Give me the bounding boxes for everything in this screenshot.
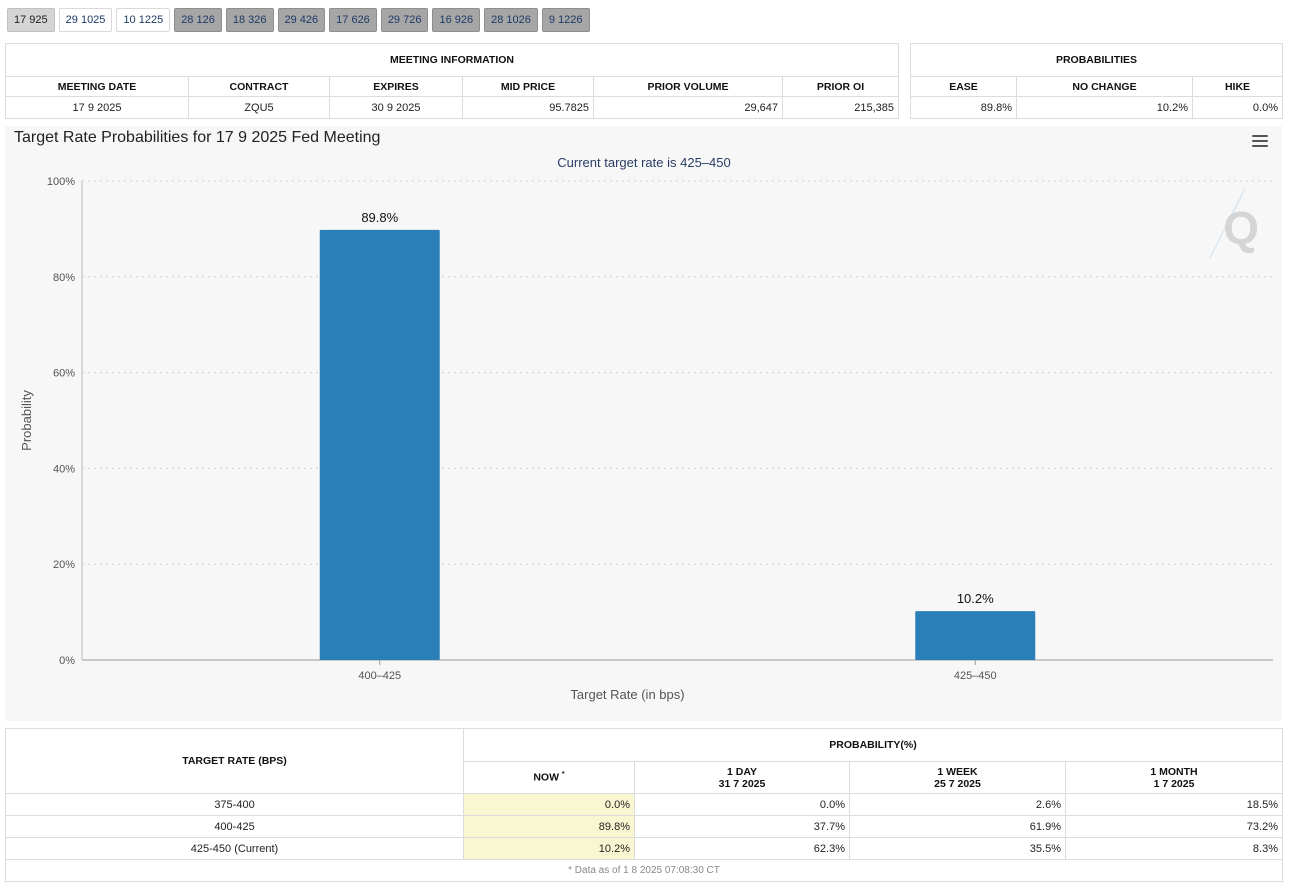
chart-title: Target Rate Probabilities for 17 9 2025 … — [14, 129, 381, 146]
prior-oi-header: PRIOR OI — [782, 76, 899, 97]
now-header: NOW * — [463, 761, 635, 794]
expires-value: 30 9 2025 — [329, 96, 463, 119]
target-rate-cell: 400-425 — [5, 815, 464, 838]
prior-oi-value: 215,385 — [782, 96, 899, 119]
data-label: 89.8% — [361, 210, 398, 225]
prior-volume-header: PRIOR VOLUME — [593, 76, 783, 97]
contract-header: CONTRACT — [188, 76, 330, 97]
one-day-cell: 62.3% — [634, 837, 850, 860]
one-day-header: 1 DAY 31 7 2025 — [634, 761, 850, 794]
meeting-tab[interactable]: 9 1226 — [541, 8, 590, 32]
expires-header: EXPIRES — [329, 76, 463, 97]
meeting-information-title: MEETING INFORMATION — [5, 43, 899, 77]
ease-header: EASE — [910, 76, 1017, 97]
meeting-date-header: MEETING DATE — [5, 76, 189, 97]
probabilities-table: PROBABILITIES EASE NO CHANGE HIKE 89.8% … — [910, 43, 1283, 119]
meeting-tab[interactable]: 16 926 — [432, 8, 481, 32]
target-rate-header: TARGET RATE (BPS) — [5, 728, 464, 794]
one-month-cell: 18.5% — [1065, 793, 1283, 816]
y-tick-label: 20% — [53, 559, 75, 571]
mid-price-value: 95.7825 — [462, 96, 594, 119]
probability-header: PROBABILITY(%) — [463, 728, 1283, 762]
meeting-information-table: MEETING INFORMATION MEETING DATE CONTRAC… — [5, 43, 899, 119]
contract-value: ZQU5 — [188, 96, 330, 119]
y-tick-label: 100% — [47, 176, 75, 188]
y-axis-title: Probability — [19, 390, 34, 451]
one-day-cell: 37.7% — [634, 815, 850, 838]
meeting-tab[interactable]: 29 1025 — [58, 8, 113, 32]
chart-subtitle: Current target rate is 425–450 — [557, 155, 730, 170]
now-cell: 10.2% — [463, 837, 635, 860]
one-day-cell: 0.0% — [634, 793, 850, 816]
data-timestamp-footnote: * Data as of 1 8 2025 07:08:30 CT — [5, 859, 1283, 882]
x-axis-title: Target Rate (in bps) — [570, 687, 684, 702]
now-footnote-marker: * — [561, 771, 565, 779]
meeting-tab[interactable]: 28 126 — [174, 8, 222, 32]
y-tick-label: 40% — [53, 463, 75, 475]
one-week-cell: 35.5% — [849, 837, 1066, 860]
x-tick-label: 425–450 — [954, 670, 997, 682]
y-tick-label: 0% — [59, 655, 75, 667]
one-month-header: 1 MONTH 1 7 2025 — [1065, 761, 1283, 794]
no-change-header: NO CHANGE — [1016, 76, 1193, 97]
meeting-date-value: 17 9 2025 — [5, 96, 189, 119]
ease-value: 89.8% — [910, 96, 1017, 119]
meeting-tab[interactable]: 10 1225 — [116, 8, 171, 32]
svg-text:Q: Q — [1223, 202, 1259, 254]
meeting-tab[interactable]: 17 626 — [329, 8, 377, 32]
one-month-cell: 8.3% — [1065, 837, 1283, 860]
x-tick-label: 400–425 — [358, 670, 401, 682]
probabilities-title: PROBABILITIES — [910, 43, 1283, 77]
meeting-tab[interactable]: 18 326 — [225, 8, 274, 32]
meeting-date-tabs: 17 925 29 1025 10 1225 28 126 18 326 29 … — [7, 8, 590, 32]
now-cell: 0.0% — [463, 793, 635, 816]
meeting-tab[interactable]: 17 925 — [7, 8, 55, 32]
one-month-cell: 73.2% — [1065, 815, 1283, 838]
meeting-tab[interactable]: 29 426 — [277, 8, 326, 32]
hike-header: HIKE — [1192, 76, 1283, 97]
target-rate-cell: 425-450 (Current) — [5, 837, 464, 860]
meeting-tab[interactable]: 28 1026 — [484, 8, 538, 32]
chart-panel: 0% 20% 40% 60% 80% 100% 400–425 425–450 Current… — [5, 126, 1282, 721]
prior-volume-value: 29,647 — [593, 96, 783, 119]
now-cell: 89.8% — [463, 815, 635, 838]
y-tick-label: 80% — [53, 272, 75, 284]
no-change-value: 10.2% — [1016, 96, 1193, 119]
hike-value: 0.0% — [1192, 96, 1283, 119]
mid-price-header: MID PRICE — [462, 76, 594, 97]
bar-425–450 — [915, 611, 1036, 660]
one-week-cell: 61.9% — [849, 815, 1066, 838]
hamburger-menu-icon[interactable] — [1252, 135, 1268, 148]
data-label: 10.2% — [957, 591, 994, 606]
y-tick-label: 60% — [53, 368, 75, 380]
table-row: 400-425 89.8% 37.7% 61.9% 73.2% — [5, 815, 1283, 838]
table-row: 375-400 0.0% 0.0% 2.6% 18.5% — [5, 793, 1283, 816]
q-logo-icon: Q — [1209, 187, 1259, 259]
target-rate-table: TARGET RATE (BPS) PROBABILITY(%) NOW * 1… — [5, 728, 1283, 882]
meeting-tab[interactable]: 29 726 — [380, 8, 429, 32]
table-row: 425-450 (Current) 10.2% 62.3% 35.5% 8.3% — [5, 837, 1283, 860]
target-rate-cell: 375-400 — [5, 793, 464, 816]
one-week-header: 1 WEEK 25 7 2025 — [849, 761, 1066, 794]
one-week-cell: 2.6% — [849, 793, 1066, 816]
probability-chart: 0% 20% 40% 60% 80% 100% 400–425 425–450 Current… — [19, 155, 1273, 702]
bar-400–425 — [319, 229, 440, 660]
